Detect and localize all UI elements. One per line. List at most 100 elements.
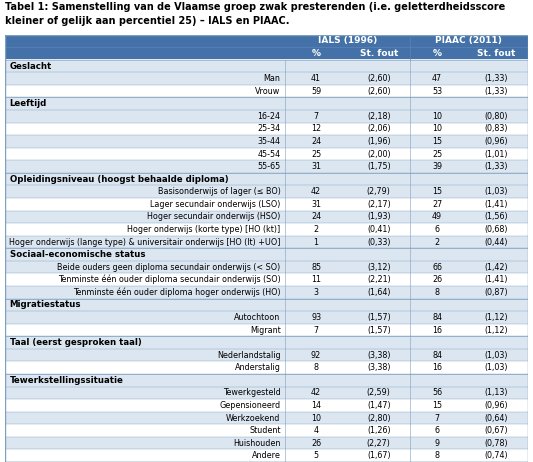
Text: 7: 7 xyxy=(313,326,319,334)
Text: Hoger onderwijs (lange type) & universitair onderwijs [HO (lt) +UO]: Hoger onderwijs (lange type) & universit… xyxy=(9,237,280,247)
Text: St. fout: St. fout xyxy=(477,49,515,58)
Text: (3,38): (3,38) xyxy=(367,363,391,372)
Text: 25-34: 25-34 xyxy=(257,124,280,134)
Text: 10: 10 xyxy=(432,112,442,121)
Text: 15: 15 xyxy=(432,187,442,196)
Text: Hoger onderwijs (korte type) [HO (kt)]: Hoger onderwijs (korte type) [HO (kt)] xyxy=(127,225,280,234)
Text: 1: 1 xyxy=(313,237,319,247)
Text: Migratiestatus: Migratiestatus xyxy=(10,300,81,310)
Text: Man: Man xyxy=(264,74,280,83)
Text: Tenminste één ouder diploma secundair onderwijs (SO): Tenminste één ouder diploma secundair on… xyxy=(58,275,280,285)
Bar xyxy=(5,286,528,298)
Bar xyxy=(5,274,528,286)
Bar xyxy=(5,97,528,110)
Text: (1,03): (1,03) xyxy=(484,363,507,372)
Text: (1,41): (1,41) xyxy=(484,275,507,284)
Text: Beide ouders geen diploma secundair onderwijs (< SO): Beide ouders geen diploma secundair onde… xyxy=(58,263,280,272)
Text: Tewerkgesteld: Tewerkgesteld xyxy=(223,389,280,397)
Text: 16-24: 16-24 xyxy=(257,112,280,121)
Text: 10: 10 xyxy=(432,124,442,134)
Text: 93: 93 xyxy=(311,313,321,322)
Text: (1,93): (1,93) xyxy=(367,213,391,221)
Text: (0,96): (0,96) xyxy=(484,137,507,146)
Text: Tewerkstellingssituatie: Tewerkstellingssituatie xyxy=(10,376,123,385)
Text: 31: 31 xyxy=(311,200,321,209)
Text: Nederlandstalig: Nederlandstalig xyxy=(217,351,280,359)
Bar xyxy=(5,73,528,85)
Text: 8: 8 xyxy=(434,451,440,460)
Text: (3,38): (3,38) xyxy=(367,351,391,359)
Text: 7: 7 xyxy=(434,413,440,423)
Bar xyxy=(5,122,528,135)
Text: Andere: Andere xyxy=(252,451,280,460)
Bar xyxy=(5,185,528,198)
Bar xyxy=(5,349,528,361)
Text: %: % xyxy=(312,49,321,58)
Text: Student: Student xyxy=(249,426,280,435)
Text: Anderstalig: Anderstalig xyxy=(235,363,280,372)
Text: 47: 47 xyxy=(432,74,442,83)
Text: %: % xyxy=(433,49,441,58)
Text: (1,01): (1,01) xyxy=(484,150,507,158)
Text: 5: 5 xyxy=(313,451,319,460)
Bar xyxy=(5,198,528,211)
Text: IALS (1996): IALS (1996) xyxy=(318,36,377,45)
Text: 3: 3 xyxy=(313,288,319,297)
Text: 15: 15 xyxy=(432,401,442,410)
Bar xyxy=(5,374,528,387)
Text: 85: 85 xyxy=(311,263,321,272)
Bar xyxy=(5,298,528,311)
Text: (1,67): (1,67) xyxy=(367,451,391,460)
Bar xyxy=(5,387,528,399)
Text: (2,59): (2,59) xyxy=(367,389,391,397)
Text: 16: 16 xyxy=(432,326,442,334)
Text: (1,96): (1,96) xyxy=(367,137,391,146)
Text: (0,64): (0,64) xyxy=(484,413,507,423)
Bar xyxy=(5,35,528,47)
Bar xyxy=(5,236,528,249)
Bar xyxy=(5,211,528,223)
Text: (1,03): (1,03) xyxy=(484,187,507,196)
Bar xyxy=(5,324,528,336)
Text: Huishouden: Huishouden xyxy=(233,438,280,448)
Text: 66: 66 xyxy=(432,263,442,272)
Text: Werkzoekend: Werkzoekend xyxy=(226,413,280,423)
Text: Opleidingsniveau (hoogst behaalde diploma): Opleidingsniveau (hoogst behaalde diplom… xyxy=(10,175,228,184)
Text: (2,18): (2,18) xyxy=(367,112,391,121)
Text: Gepensioneerd: Gepensioneerd xyxy=(220,401,280,410)
Text: (2,27): (2,27) xyxy=(367,438,391,448)
Text: Geslacht: Geslacht xyxy=(10,61,52,71)
Text: (2,00): (2,00) xyxy=(367,150,391,158)
Bar xyxy=(5,399,528,412)
Text: 35-44: 35-44 xyxy=(257,137,280,146)
Text: (1,41): (1,41) xyxy=(484,200,507,209)
Text: (1,64): (1,64) xyxy=(367,288,391,297)
Text: (0,44): (0,44) xyxy=(484,237,507,247)
Bar xyxy=(5,412,528,424)
Text: 6: 6 xyxy=(434,426,440,435)
Text: 56: 56 xyxy=(432,389,442,397)
Bar xyxy=(5,437,528,450)
Text: 26: 26 xyxy=(432,275,442,284)
Text: Tabel 1: Samenstelling van de Vlaamse groep zwak presterenden (i.e. geletterdhei: Tabel 1: Samenstelling van de Vlaamse gr… xyxy=(5,2,506,12)
Text: 31: 31 xyxy=(311,162,321,171)
Text: (0,78): (0,78) xyxy=(484,438,507,448)
Text: 27: 27 xyxy=(432,200,442,209)
Text: (2,80): (2,80) xyxy=(367,413,391,423)
Bar xyxy=(5,311,528,324)
Text: 45-54: 45-54 xyxy=(257,150,280,158)
Bar xyxy=(5,424,528,437)
Text: (1,33): (1,33) xyxy=(484,74,507,83)
Text: (1,56): (1,56) xyxy=(484,213,507,221)
Text: 59: 59 xyxy=(311,87,321,96)
Text: 8: 8 xyxy=(434,288,440,297)
Text: 4: 4 xyxy=(313,426,319,435)
Text: (0,87): (0,87) xyxy=(484,288,507,297)
Text: 24: 24 xyxy=(311,137,321,146)
Text: 39: 39 xyxy=(432,162,442,171)
Text: 42: 42 xyxy=(311,389,321,397)
Text: 11: 11 xyxy=(311,275,321,284)
Text: (0,67): (0,67) xyxy=(484,426,507,435)
Text: 7: 7 xyxy=(313,112,319,121)
Text: 92: 92 xyxy=(311,351,321,359)
